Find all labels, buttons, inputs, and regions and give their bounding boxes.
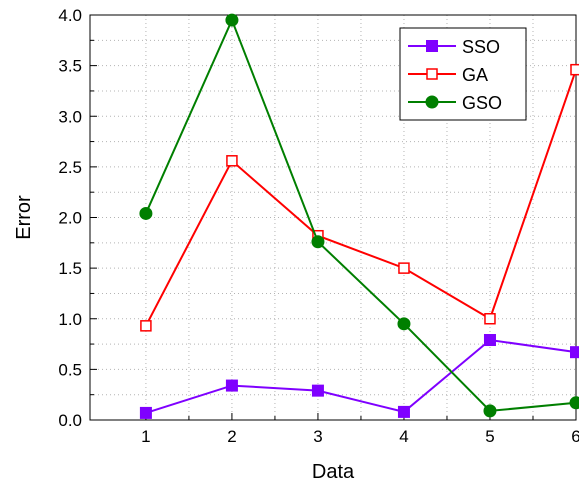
data-point-gso	[397, 317, 411, 331]
y-tick-label: 2.5	[58, 158, 82, 177]
x-axis-label: Data	[312, 461, 355, 483]
series-line-sso	[145, 338, 577, 414]
data-point-gso	[569, 396, 579, 410]
data-point-gso	[483, 404, 497, 418]
legend-marker	[425, 95, 439, 109]
y-axis-label: Error	[13, 195, 35, 240]
data-point-ga	[140, 320, 152, 332]
grid-lines	[90, 15, 577, 420]
series-gso	[139, 13, 579, 418]
data-point-sso	[570, 346, 579, 359]
data-point-gso	[139, 206, 153, 220]
data-point-sso	[311, 384, 324, 397]
data-point-sso	[225, 379, 238, 392]
series-line-ga	[145, 69, 577, 327]
legend-label: GA	[462, 65, 488, 85]
series-line-gso	[144, 17, 577, 412]
legend-label: GSO	[462, 93, 502, 113]
y-tick-label: 1.0	[58, 310, 82, 329]
legend-item-sso: SSO	[408, 37, 500, 57]
data-point-ga	[570, 63, 579, 76]
y-tick-label: 1.5	[58, 259, 82, 278]
data-point-sso	[483, 334, 496, 347]
tick-labels: 1 2 3 4 5 6 0.0 0.5 1.0 1.5 2.0 2.5 3.0 3.5 4.0	[58, 6, 579, 446]
legend-item-gso: GSO	[408, 93, 502, 113]
data-point-gso	[225, 13, 239, 27]
y-tick-label: 0.0	[58, 411, 82, 430]
data-point-sso	[139, 406, 152, 419]
legend: SSO GA GSO	[399, 27, 527, 121]
y-tick-label: 3.5	[58, 57, 82, 76]
legend-item-ga: GA	[408, 65, 488, 85]
data-point-sso	[397, 405, 410, 418]
x-tick-label: 2	[227, 427, 236, 446]
x-tick-label: 6	[571, 427, 579, 446]
y-tick-label: 2.0	[58, 209, 82, 228]
data-point-ga	[398, 262, 410, 274]
y-tick-label: 4.0	[58, 6, 82, 25]
legend-marker	[426, 68, 438, 80]
x-tick-label: 4	[399, 427, 408, 446]
series-ga	[140, 63, 579, 332]
legend-label: SSO	[462, 37, 500, 57]
data-point-gso	[311, 235, 325, 249]
legend-marker	[426, 40, 438, 52]
x-tick-label: 3	[313, 427, 322, 446]
data-point-ga	[484, 313, 496, 325]
x-tick-label: 5	[485, 427, 494, 446]
data-point-ga	[226, 155, 238, 167]
series-sso	[139, 334, 579, 419]
y-tick-label: 3.0	[58, 107, 82, 126]
series-layer	[139, 13, 579, 419]
y-tick-label: 0.5	[58, 360, 82, 379]
x-tick-label: 1	[141, 427, 150, 446]
